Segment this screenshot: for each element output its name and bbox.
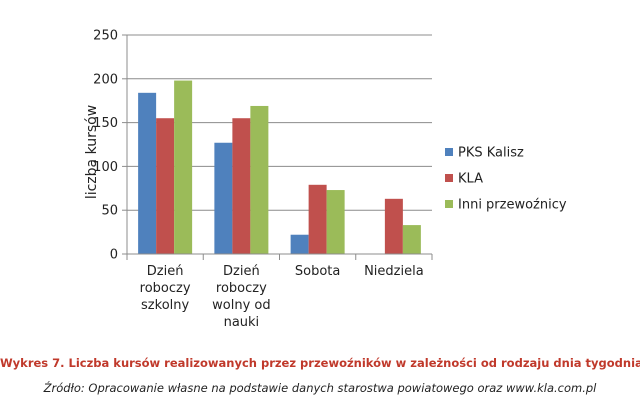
y-tick-label: 50 bbox=[101, 204, 118, 219]
y-tick-label: 100 bbox=[93, 160, 118, 175]
bar-kla-3 bbox=[384, 198, 403, 254]
legend-item: KLA bbox=[445, 172, 483, 187]
x-category-label: Dzień roboczy wolny od nauki bbox=[212, 264, 270, 330]
bar-inni-przewoźnicy-2 bbox=[326, 190, 345, 254]
legend: PKS Kalisz KLA Inni przewoźnicy bbox=[445, 146, 567, 213]
x-category-label-line: wolny od bbox=[212, 298, 270, 313]
legend-swatch bbox=[445, 148, 453, 156]
x-category-label-line: roboczy bbox=[216, 281, 267, 296]
bar-inni-przewoźnicy-0 bbox=[174, 80, 193, 254]
category-labels: Dzień roboczy szkolny Dzień roboczy wolny od n… bbox=[140, 264, 424, 330]
bar-kla-0 bbox=[156, 118, 175, 254]
bar-pks-kalisz-1 bbox=[214, 142, 233, 254]
x-category-label-line: nauki bbox=[224, 315, 260, 330]
legend-label: KLA bbox=[458, 172, 483, 187]
y-tick-label: 250 bbox=[93, 29, 118, 44]
x-category-label: Niedziela bbox=[364, 264, 424, 279]
x-category-label-line: Dzień bbox=[147, 264, 184, 279]
bar-pks-kalisz-2 bbox=[290, 234, 309, 254]
y-tick-label: 200 bbox=[93, 72, 118, 87]
bar-kla-1 bbox=[232, 118, 251, 254]
legend-item: PKS Kalisz bbox=[445, 146, 524, 161]
x-category-label-line: szkolny bbox=[141, 298, 189, 313]
y-axis-ticks: 0 50 100 150 200 250 bbox=[93, 29, 127, 263]
x-category-label-line: Dzień bbox=[223, 264, 260, 279]
y-axis-title: liczba kursów bbox=[84, 105, 100, 199]
y-tick-label: 0 bbox=[110, 248, 118, 263]
bar-inni-przewoźnicy-1 bbox=[250, 105, 269, 255]
x-category-label-line: roboczy bbox=[140, 281, 191, 296]
legend-label: Inni przewoźnicy bbox=[458, 198, 567, 213]
axes bbox=[126, 35, 433, 260]
legend-item: Inni przewoźnicy bbox=[445, 198, 567, 213]
legend-label: PKS Kalisz bbox=[458, 146, 524, 161]
figure-caption: Wykres 7. Liczba kursów realizowanych pr… bbox=[0, 356, 640, 370]
bar-kla-2 bbox=[308, 184, 327, 254]
bar-pks-kalisz-0 bbox=[138, 92, 157, 254]
figure-source: Źródło: Opracowanie własne na podstawie … bbox=[43, 381, 597, 395]
x-category-label: Dzień roboczy szkolny bbox=[140, 264, 191, 313]
bars bbox=[138, 80, 421, 255]
bar-inni-przewoźnicy-3 bbox=[402, 225, 421, 254]
legend-swatch bbox=[445, 200, 453, 208]
legend-swatch bbox=[445, 174, 453, 182]
x-category-label-line: Sobota bbox=[295, 264, 340, 279]
x-category-label: Sobota bbox=[295, 264, 340, 279]
y-tick-label: 150 bbox=[93, 116, 118, 131]
x-category-label-line: Niedziela bbox=[364, 264, 424, 279]
